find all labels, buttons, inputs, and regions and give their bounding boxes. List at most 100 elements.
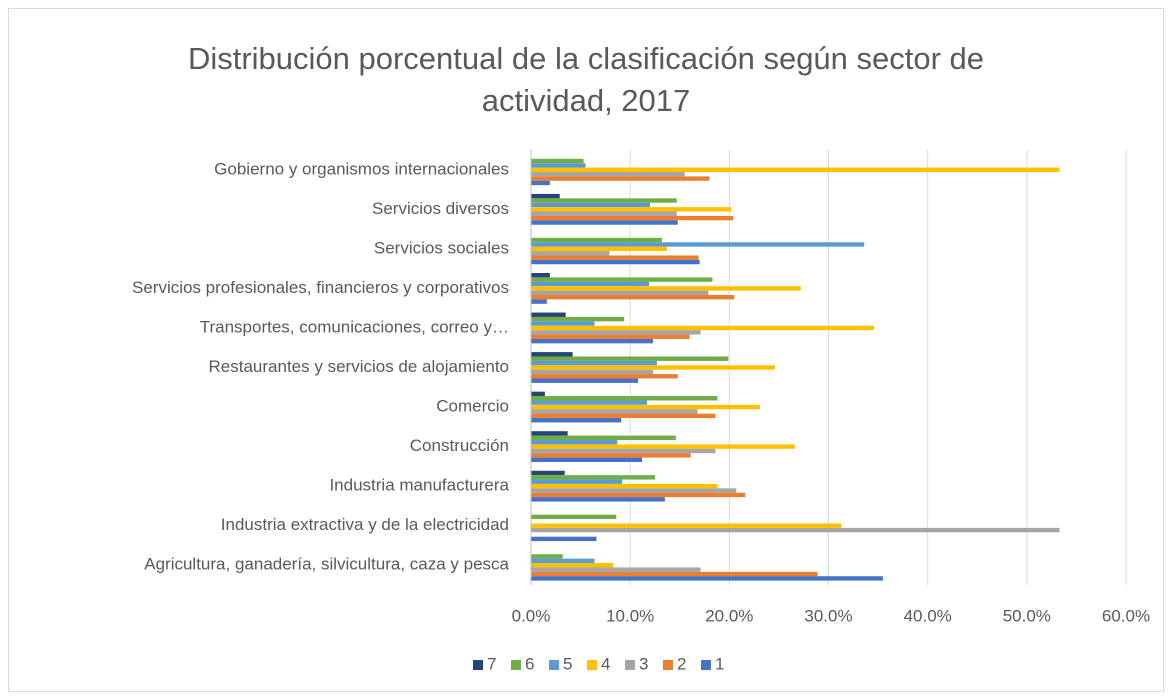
x-tick-label: 0.0% [512, 606, 551, 625]
chart-title: Distribución porcentual de la clasificac… [187, 41, 985, 118]
bar [531, 312, 566, 317]
bar [531, 211, 677, 216]
bar [531, 330, 701, 335]
bar [531, 286, 801, 291]
bar [531, 158, 584, 164]
bar [531, 202, 650, 208]
bar [531, 299, 547, 304]
bar [531, 558, 595, 564]
bar [531, 514, 617, 520]
y-tick-label: Agricultura, ganadería, silvicultura, ca… [144, 555, 509, 574]
bar [531, 360, 657, 366]
bar [531, 448, 716, 454]
y-tick-label: Servicios sociales [374, 238, 509, 257]
bar [531, 163, 586, 168]
bar [531, 334, 690, 339]
legend-label: 1 [715, 654, 724, 673]
legend-swatch [587, 660, 597, 670]
bar [531, 180, 550, 186]
bar [531, 576, 884, 581]
bar [531, 237, 662, 243]
bar [531, 365, 775, 370]
x-tick-label: 30.0% [804, 606, 852, 625]
legend-label: 7 [487, 654, 496, 673]
legend-label: 4 [601, 654, 610, 673]
legend-swatch [511, 660, 521, 670]
bar [531, 273, 550, 278]
bar [531, 439, 618, 445]
bar [531, 431, 568, 436]
bar [531, 255, 699, 260]
bar [531, 198, 677, 203]
bar [531, 409, 698, 414]
legend-label: 5 [563, 654, 572, 673]
bar [531, 488, 737, 493]
bar [531, 281, 650, 287]
bar [531, 536, 597, 542]
bar [531, 290, 709, 296]
x-tick-label: 20.0% [705, 606, 753, 625]
bar [531, 479, 623, 484]
bar [531, 497, 665, 502]
x-tick-label: 50.0% [1003, 606, 1051, 625]
bar [531, 374, 678, 379]
bar [531, 356, 729, 361]
bar [531, 321, 595, 326]
bar [531, 277, 713, 282]
legend-label: 3 [639, 654, 648, 673]
bar [531, 400, 648, 405]
x-tick-label: 60.0% [1102, 606, 1150, 625]
bar [531, 413, 716, 419]
bar [531, 193, 560, 199]
bar [531, 435, 676, 440]
bar [531, 171, 685, 177]
y-tick-label: Construcción [410, 436, 509, 455]
bar [531, 295, 735, 300]
bar [531, 527, 1060, 533]
y-tick-label: Comercio [436, 397, 509, 416]
bar [531, 316, 625, 322]
bar [531, 246, 667, 252]
bar [531, 391, 545, 397]
x-tick-label: 40.0% [904, 606, 952, 625]
y-tick-label: Restaurantes y servicios de alojamiento [209, 357, 509, 376]
bar [531, 470, 565, 476]
bar [531, 338, 653, 344]
bar [531, 475, 655, 480]
bar [531, 352, 573, 357]
bar [531, 167, 1060, 172]
legend-swatch [473, 660, 483, 670]
bar [531, 325, 875, 331]
bar [531, 457, 643, 462]
bar [531, 554, 563, 559]
bar [531, 523, 842, 528]
legend-label: 2 [677, 654, 686, 673]
y-tick-label: Gobierno y organismos internacionales [214, 159, 509, 178]
bar [531, 378, 639, 383]
bar [531, 220, 678, 225]
legend-label: 6 [525, 654, 534, 673]
bar [531, 444, 795, 449]
y-tick-label: Industria extractiva y de la electricida… [221, 515, 509, 534]
bar [531, 251, 610, 256]
bar [531, 418, 622, 423]
y-tick-label: Servicios diversos [372, 199, 509, 218]
bar [531, 492, 746, 498]
y-tick-label: Transportes, comunicaciones, correo y… [200, 317, 509, 336]
legend-swatch [625, 660, 635, 670]
bar [531, 567, 701, 572]
bar [531, 215, 734, 221]
bar [531, 396, 718, 401]
legend-swatch [701, 660, 711, 670]
legend-swatch [663, 660, 673, 670]
bar [531, 369, 653, 375]
bar [531, 207, 732, 212]
bar [531, 453, 691, 458]
legend-swatch [549, 660, 559, 670]
x-tick-label: 10.0% [606, 606, 654, 625]
bar [531, 242, 865, 247]
bar [531, 563, 614, 568]
bar [531, 176, 710, 181]
